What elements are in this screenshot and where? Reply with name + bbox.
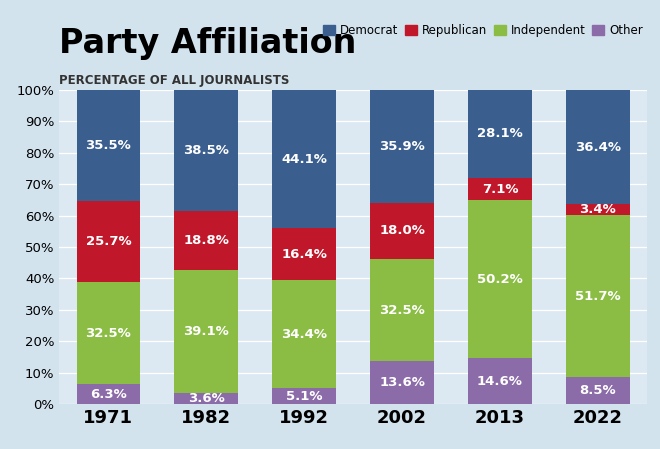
Text: 3.4%: 3.4%	[579, 203, 616, 216]
Text: 51.7%: 51.7%	[575, 290, 620, 303]
Text: 6.3%: 6.3%	[90, 387, 127, 401]
Text: 3.6%: 3.6%	[188, 392, 224, 405]
Text: 8.5%: 8.5%	[579, 384, 616, 397]
Bar	[77, 384, 140, 404]
Bar	[174, 393, 238, 404]
Bar	[273, 280, 336, 388]
Text: 25.7%: 25.7%	[86, 235, 131, 248]
Bar	[566, 377, 630, 404]
Text: 18.8%: 18.8%	[183, 234, 229, 247]
Text: 39.1%: 39.1%	[183, 325, 229, 338]
Bar	[77, 282, 140, 384]
Bar	[566, 215, 630, 377]
Text: 13.6%: 13.6%	[379, 376, 425, 389]
Bar	[468, 200, 532, 358]
Text: PERCENTAGE OF ALL JOURNALISTS: PERCENTAGE OF ALL JOURNALISTS	[59, 74, 290, 87]
Bar	[566, 204, 630, 215]
Bar	[273, 90, 336, 229]
Bar	[370, 90, 434, 202]
Text: 32.5%: 32.5%	[86, 327, 131, 340]
Text: 34.4%: 34.4%	[281, 327, 327, 340]
Bar	[77, 202, 140, 282]
Bar	[77, 90, 140, 202]
Bar	[273, 388, 336, 404]
Text: 35.5%: 35.5%	[86, 139, 131, 152]
Bar	[174, 270, 238, 393]
Text: 28.1%: 28.1%	[477, 128, 523, 141]
Text: 44.1%: 44.1%	[281, 153, 327, 166]
Text: 14.6%: 14.6%	[477, 374, 523, 387]
Bar	[273, 229, 336, 280]
Text: 32.5%: 32.5%	[379, 304, 425, 317]
Text: 7.1%: 7.1%	[482, 183, 518, 196]
Bar	[370, 361, 434, 404]
Bar	[468, 90, 532, 178]
Legend: Democrat, Republican, Independent, Other: Democrat, Republican, Independent, Other	[318, 19, 647, 42]
Bar	[468, 178, 532, 200]
Text: 5.1%: 5.1%	[286, 390, 322, 403]
Bar	[566, 90, 630, 204]
Text: Party Affiliation: Party Affiliation	[59, 27, 357, 60]
Bar	[370, 259, 434, 361]
Text: 16.4%: 16.4%	[281, 248, 327, 261]
Bar	[174, 90, 238, 211]
Text: 38.5%: 38.5%	[183, 144, 229, 157]
Bar	[174, 211, 238, 270]
Bar	[468, 358, 532, 404]
Bar	[370, 202, 434, 259]
Text: 36.4%: 36.4%	[575, 141, 621, 154]
Text: 50.2%: 50.2%	[477, 273, 523, 286]
Text: 35.9%: 35.9%	[379, 140, 425, 153]
Text: 18.0%: 18.0%	[379, 224, 425, 238]
